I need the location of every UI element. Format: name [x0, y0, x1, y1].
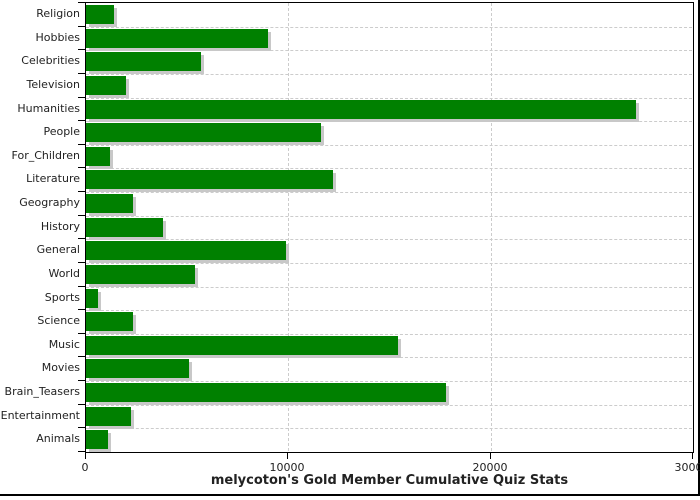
y-axis-tick	[78, 286, 85, 287]
y-axis-tick	[78, 2, 85, 3]
bar-animals	[86, 430, 109, 449]
y-axis-tick	[78, 49, 85, 50]
h-gridline	[86, 27, 692, 28]
y-axis-tick	[78, 97, 85, 98]
bar-world	[86, 265, 196, 284]
x-axis-label: 30000	[674, 461, 700, 474]
v-gridline	[288, 3, 290, 451]
h-gridline	[86, 192, 692, 193]
x-axis-tick	[692, 453, 693, 459]
bar-television	[86, 76, 127, 95]
y-axis-tick	[78, 309, 85, 310]
bar-music	[86, 336, 398, 355]
h-gridline	[86, 168, 692, 169]
plot-area	[85, 2, 694, 453]
y-axis-tick	[78, 120, 85, 121]
y-axis-label: Animals	[36, 432, 80, 446]
h-gridline	[86, 216, 692, 217]
h-gridline	[86, 334, 692, 335]
x-axis-tick	[85, 453, 86, 459]
bar-history	[86, 218, 163, 237]
y-axis-label: Sports	[44, 290, 80, 304]
bar-geography	[86, 194, 133, 213]
y-axis-tick	[78, 167, 85, 168]
y-axis-tick	[78, 73, 85, 74]
y-axis-label: Religion	[36, 7, 80, 20]
bar-religion	[86, 5, 115, 24]
bar-movies	[86, 359, 190, 378]
y-axis-tick	[78, 356, 85, 357]
y-axis-tick	[78, 191, 85, 192]
y-axis-label: Hobbies	[35, 30, 80, 44]
chart-title: melycoton's Gold Member Cumulative Quiz …	[210, 473, 569, 488]
bar-literature	[86, 170, 333, 189]
h-gridline	[86, 74, 692, 75]
bar-hobbies	[86, 29, 269, 48]
h-gridline	[86, 98, 692, 99]
y-axis-tick	[78, 380, 85, 381]
x-axis-tick	[490, 453, 491, 459]
y-axis-label: Geography	[19, 196, 80, 210]
y-axis-label: People	[43, 125, 80, 139]
h-gridline	[86, 239, 692, 240]
v-gridline	[490, 3, 492, 451]
h-gridline	[86, 428, 692, 429]
y-axis-tick	[78, 333, 85, 334]
y-axis-label: Literature	[26, 172, 80, 186]
y-axis-label: Music	[48, 337, 80, 351]
bar-people	[86, 123, 321, 142]
y-axis-label: Brain_Teasers	[4, 385, 80, 399]
h-gridline	[86, 145, 692, 146]
h-gridline	[86, 310, 692, 311]
x-axis-label: 20000	[472, 461, 508, 474]
x-axis-label: 0	[81, 461, 89, 474]
y-axis-tick	[78, 238, 85, 239]
y-axis-label: History	[40, 219, 80, 233]
bar-brain_teasers	[86, 383, 447, 402]
x-axis-tick	[287, 453, 288, 459]
y-axis-tick	[78, 427, 85, 428]
h-gridline	[86, 357, 692, 358]
bar-sports	[86, 289, 99, 308]
y-axis-label: General	[36, 243, 80, 257]
h-gridline	[86, 381, 692, 382]
y-axis-label: Television	[26, 77, 81, 91]
y-axis-tick	[78, 215, 85, 216]
y-axis-label: Science	[37, 314, 80, 328]
h-gridline	[86, 50, 692, 51]
y-axis-tick	[78, 262, 85, 263]
y-axis-tick	[78, 144, 85, 145]
y-axis-label: World	[48, 266, 80, 280]
y-axis-tick	[78, 451, 85, 452]
bar-entertainment	[86, 407, 131, 426]
y-axis-tick	[78, 404, 85, 405]
y-axis-tick	[78, 26, 85, 27]
x-axis-label: 10000	[269, 461, 305, 474]
h-gridline	[86, 405, 692, 406]
y-axis-label: Movies	[41, 361, 80, 375]
bar-celebrities	[86, 52, 202, 71]
h-gridline	[86, 287, 692, 288]
bar-for_children	[86, 147, 111, 166]
y-axis-label: Entertainment	[0, 408, 80, 422]
y-axis-label: Celebrities	[21, 54, 80, 68]
y-axis-label: For_Children	[11, 148, 80, 162]
bar-science	[86, 312, 133, 331]
bar-general	[86, 241, 287, 260]
h-gridline	[86, 263, 692, 264]
y-axis-label: Humanities	[17, 101, 80, 115]
h-gridline	[86, 121, 692, 122]
bar-humanities	[86, 100, 637, 119]
